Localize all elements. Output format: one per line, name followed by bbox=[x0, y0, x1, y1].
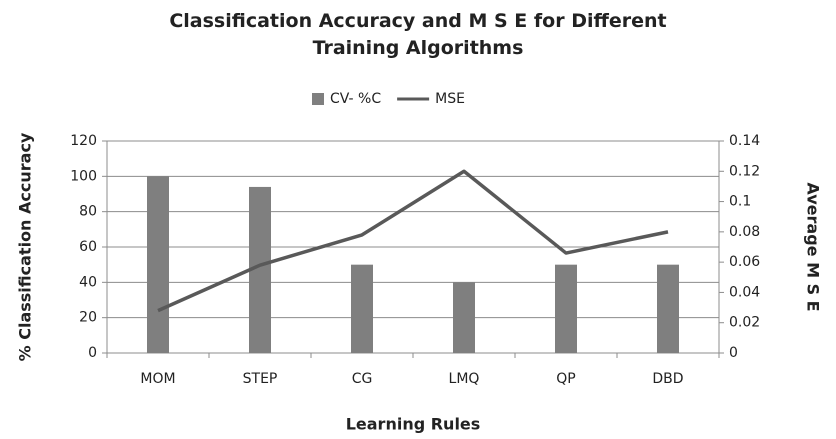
y2-tick-label: 0.04 bbox=[729, 284, 760, 300]
x-tick-label: QP bbox=[556, 371, 575, 387]
x-tick-label: MOM bbox=[140, 371, 175, 387]
x-tick-label: DBD bbox=[652, 371, 683, 387]
y-tick-label: 0 bbox=[88, 345, 97, 361]
x-tick-label: LMQ bbox=[449, 371, 480, 387]
bar bbox=[657, 264, 679, 353]
y-tick-label: 100 bbox=[70, 168, 97, 184]
legend-swatch bbox=[312, 93, 324, 105]
bar bbox=[249, 186, 271, 353]
y-tick-label: 60 bbox=[79, 239, 97, 255]
y-tick-label: 40 bbox=[79, 274, 97, 290]
y-tick-label: 80 bbox=[79, 204, 97, 220]
x-axis-title: Learning Rules bbox=[346, 415, 481, 434]
y2-axis-title: Average M S E bbox=[804, 182, 823, 311]
y-tick-label: 20 bbox=[79, 310, 97, 326]
y2-tick-label: 0.1 bbox=[729, 194, 751, 210]
chart-title: Classification Accuracy and M S E for Di… bbox=[169, 10, 667, 59]
legend-label: MSE bbox=[435, 91, 465, 107]
y2-tick-label: 0.06 bbox=[729, 254, 760, 270]
x-tick-label: STEP bbox=[243, 371, 278, 387]
y2-tick-label: 0 bbox=[729, 345, 738, 361]
y2-tick-label: 0.02 bbox=[729, 315, 760, 331]
y2-tick-label: 0.12 bbox=[729, 163, 760, 179]
legend-label: CV- %C bbox=[330, 91, 381, 107]
y2-tick-label: 0.14 bbox=[729, 133, 760, 149]
x-tick-label: CG bbox=[352, 371, 373, 387]
y-axis-title: % Classification Accuracy bbox=[16, 132, 35, 361]
line bbox=[157, 169, 669, 313]
y2-tick-label: 0.08 bbox=[729, 224, 760, 240]
bar bbox=[147, 176, 169, 353]
bar bbox=[555, 264, 577, 353]
y-tick-label: 120 bbox=[70, 133, 97, 149]
bar bbox=[453, 282, 475, 353]
bar bbox=[351, 264, 373, 353]
